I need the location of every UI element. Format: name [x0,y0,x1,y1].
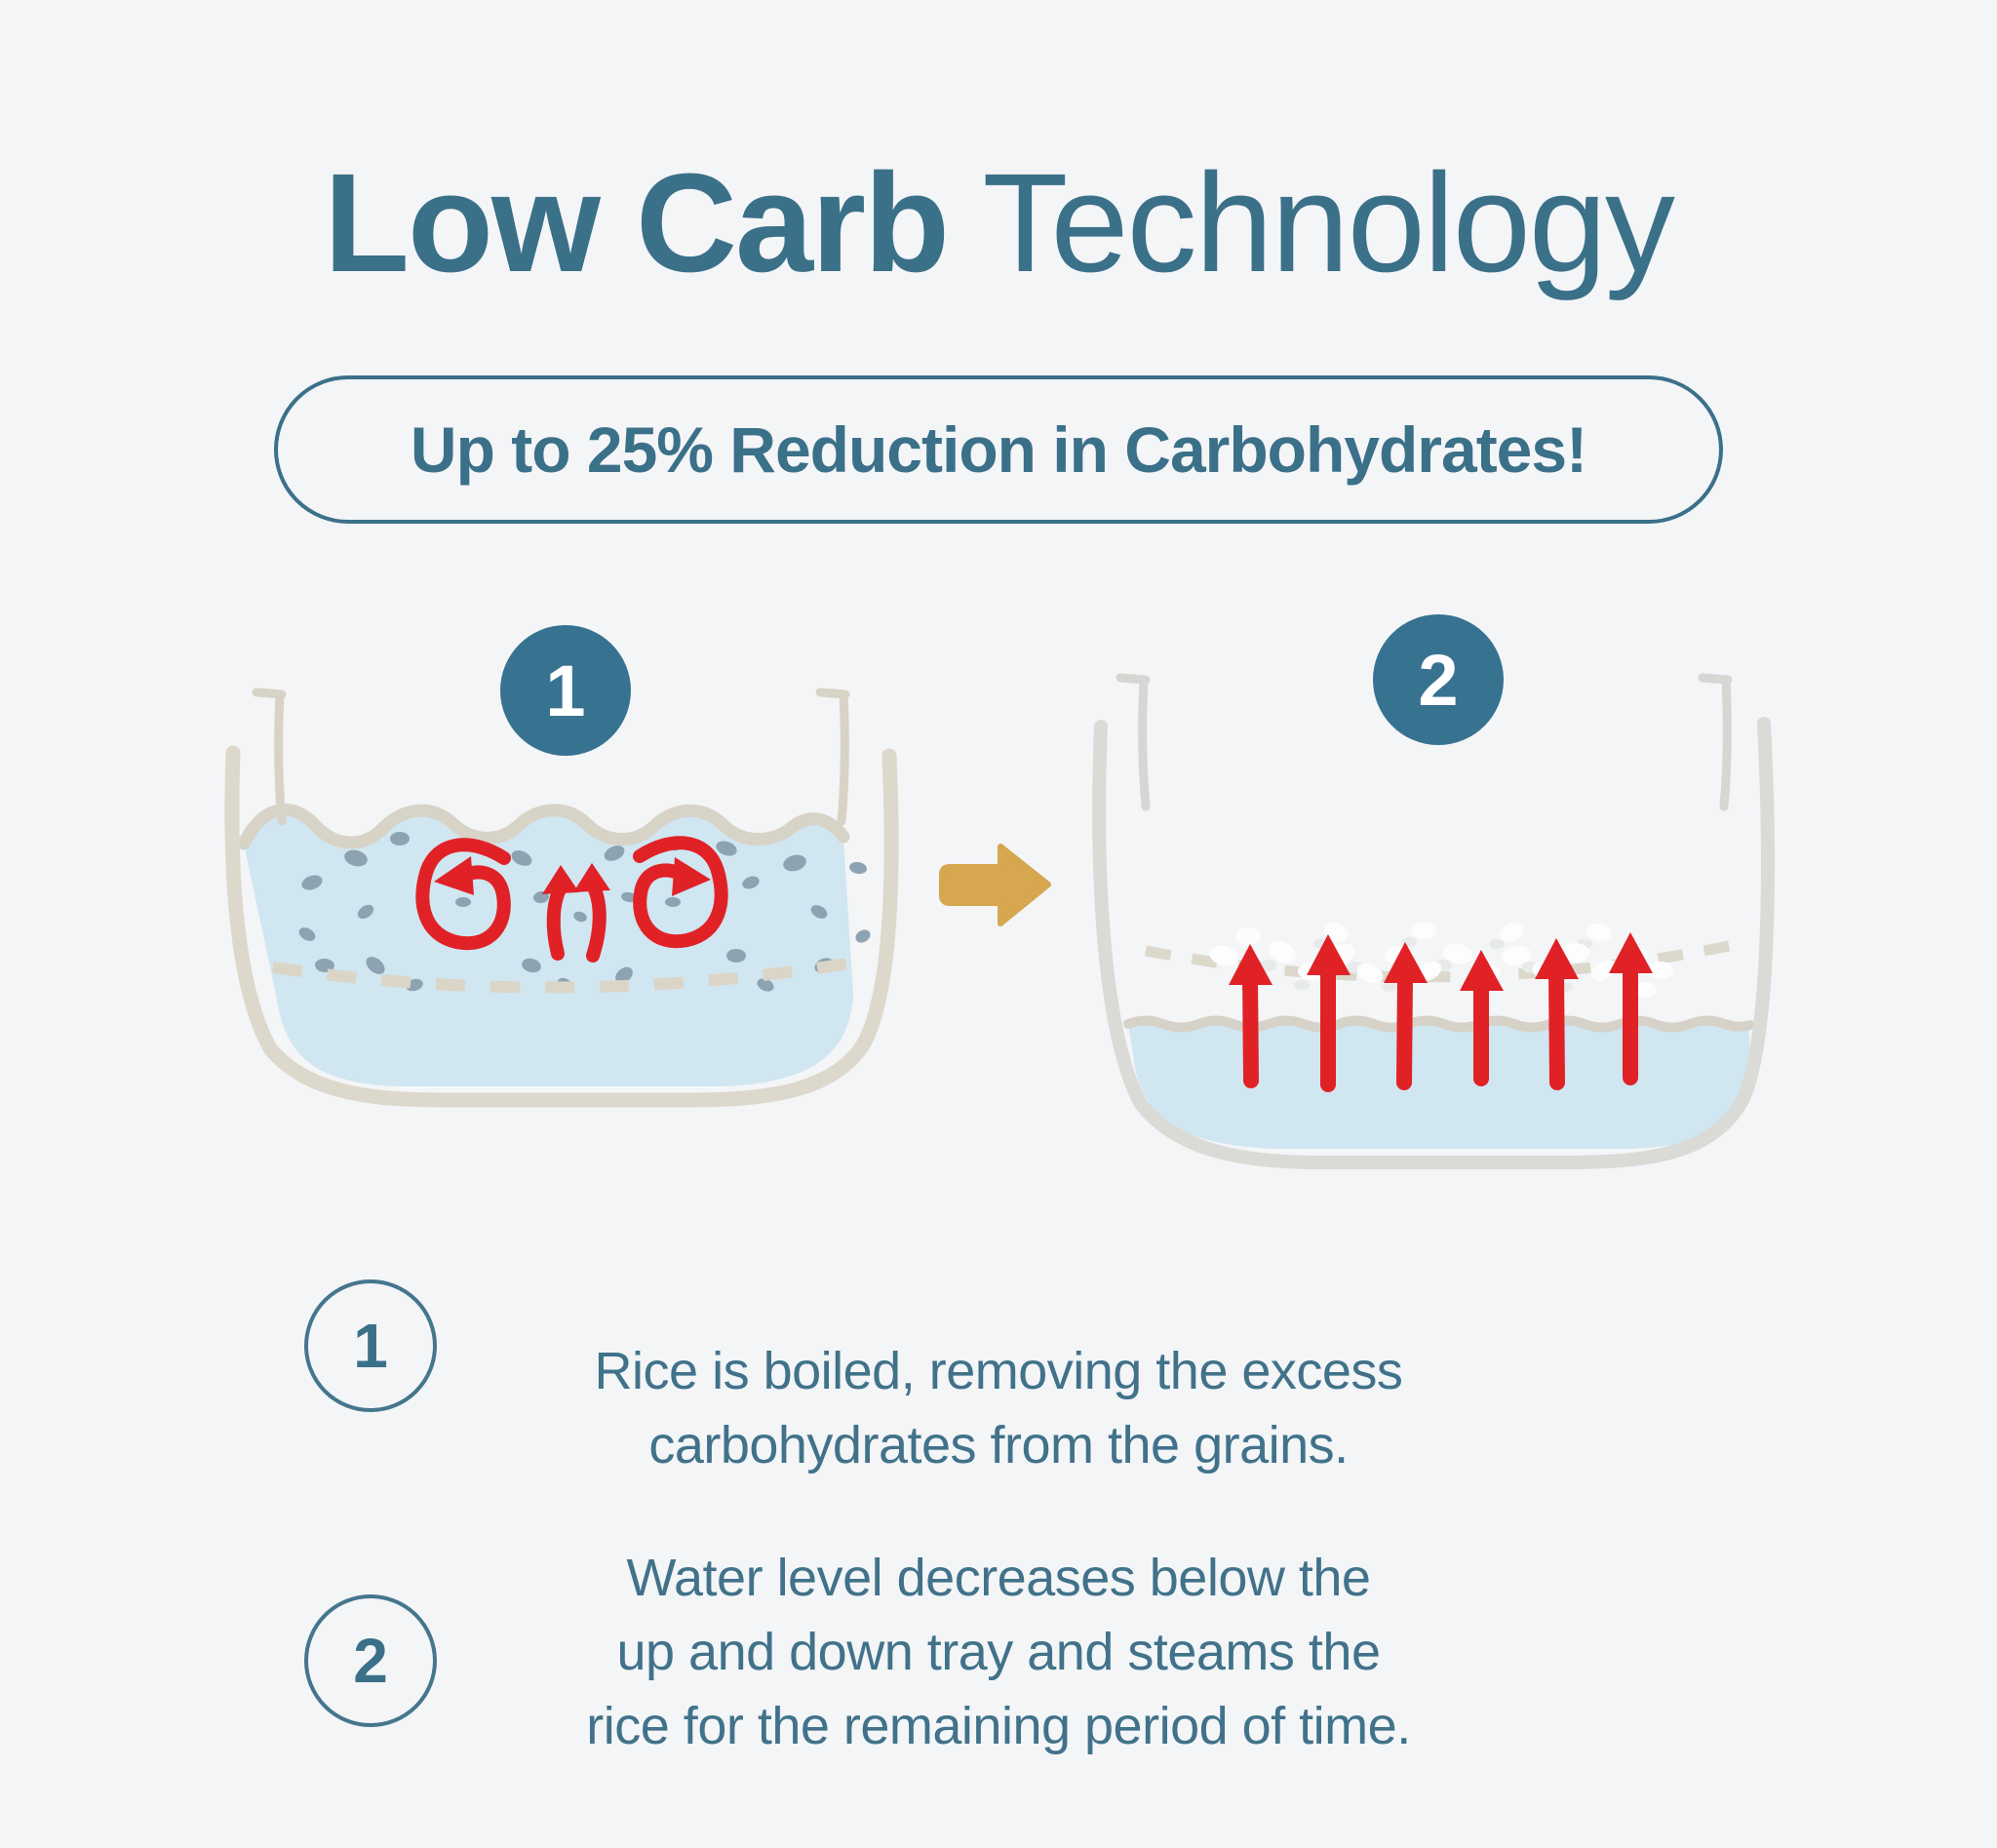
explanation-2-text: Water level decreases below the up and d… [0,1541,1997,1763]
boiling-water-surface [237,803,850,850]
explanation-1-line-1: Rice is boiled, removing the excess [594,1342,1403,1400]
waterline [1123,1015,1755,1033]
pot-steaming-illustration [1092,673,1775,1169]
banner-pill: Up to 25% Reduction in Carbohydrates! [274,375,1723,524]
explanation-1-number-circle: 1 [304,1279,437,1412]
explanation-2-line-2: up and down tray and steams the [616,1623,1381,1681]
step-2-badge: 2 [1373,614,1504,745]
explanation-1-line-2: carbohydrates from the grains. [648,1416,1349,1474]
pot-boiling-illustration [224,688,899,1108]
title-rest: Technology [982,144,1675,301]
steam-up-arrows-icon [1229,932,1653,1092]
explanation-1-text: Rice is boiled, removing the excess carb… [0,1334,1997,1482]
boil-swirl-arrowheads [434,856,711,896]
step-2-badge-number: 2 [1418,639,1459,721]
explanation-2-number: 2 [353,1626,388,1696]
explanation-1-number: 1 [353,1311,388,1381]
step-1-badge-number: 1 [545,649,586,731]
tray-dashed-line [1144,938,1741,983]
pot-wall-outline [1092,717,1775,1169]
rice-grains-white [1209,922,1673,998]
boiling-water [244,809,853,1086]
title-emphasis: Low Carb [324,144,950,301]
explanation-2-line-1: Water level decreases below the [626,1549,1371,1607]
lowered-water [1128,1024,1752,1149]
rice-grains-grey [298,832,871,993]
pot-handles [1116,673,1733,811]
explanation-2-line-3: rice for the remaining period of time. [586,1697,1411,1755]
pot-handles [252,688,850,826]
page-title: Low Carb Technology [0,144,1997,301]
banner-label: Up to 25% Reduction in Carbohydrates! [410,413,1587,486]
explanation-2-number-circle: 2 [304,1594,437,1727]
pot-wall-outline [224,745,899,1108]
transition-right-arrow-icon [939,844,1051,926]
tray-dashed-line [272,958,849,994]
step-1-badge: 1 [500,625,631,756]
